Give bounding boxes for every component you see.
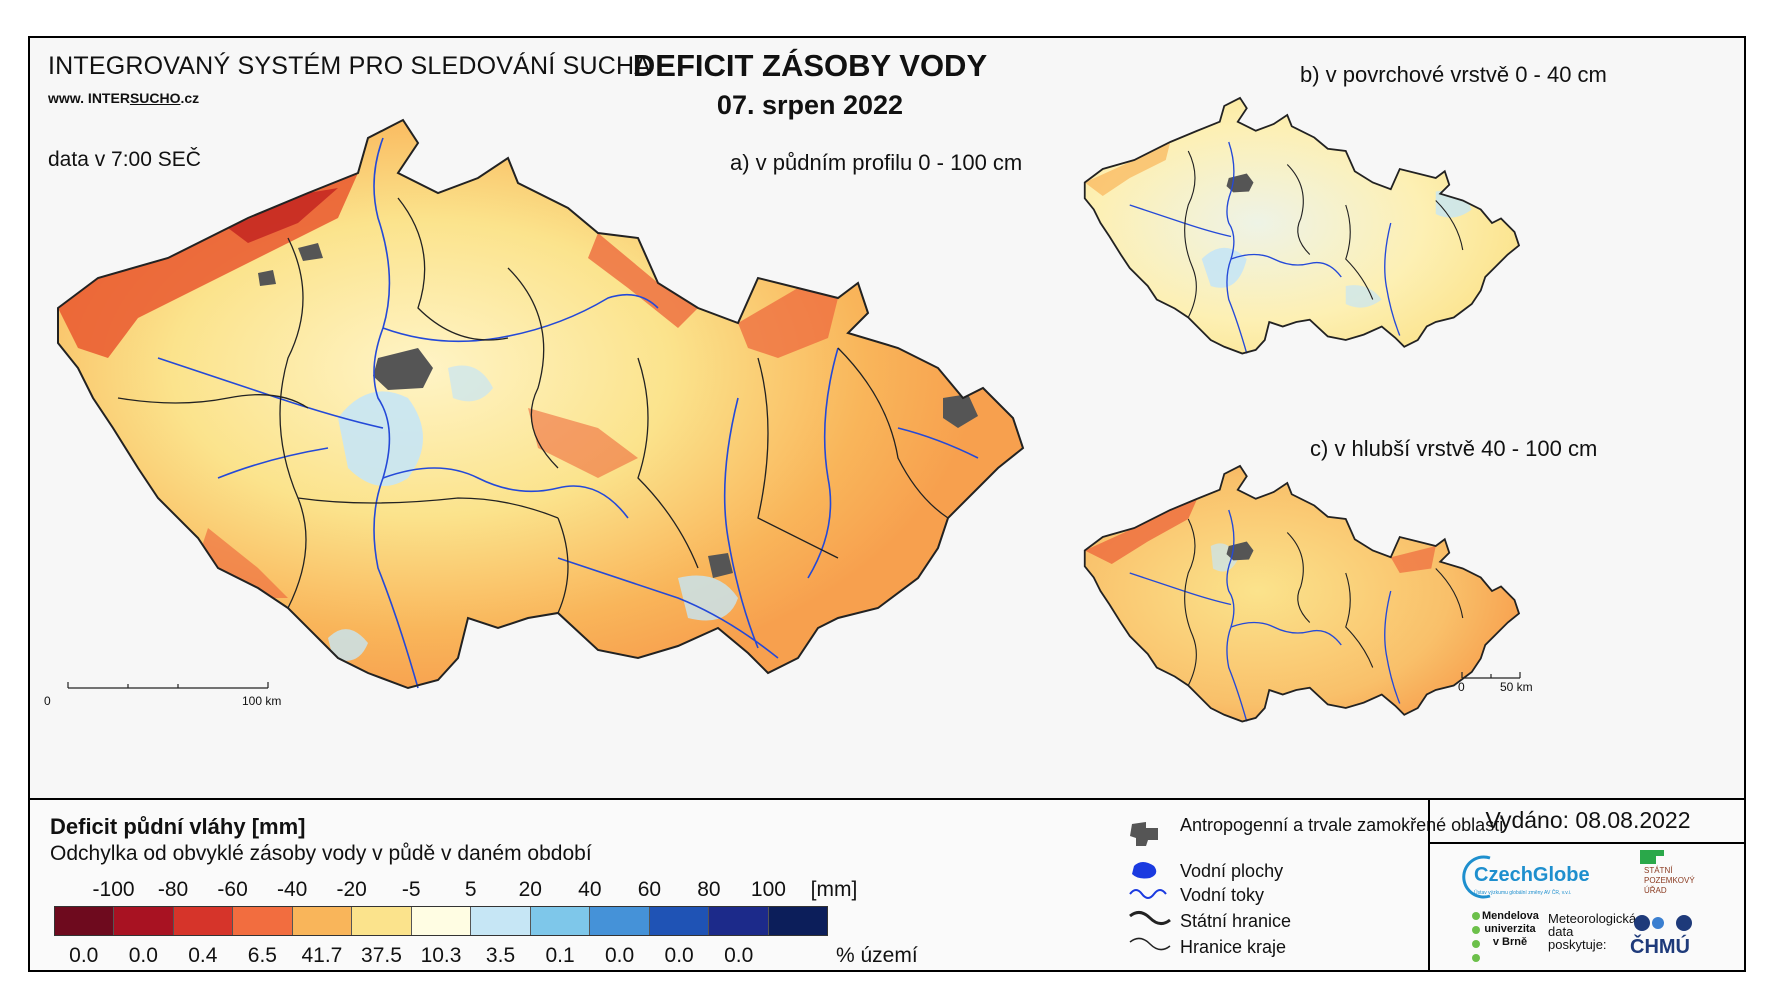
legend-subtitle: Odchylka od obvyklé zásoby vody v půdě v… [50,842,592,865]
legend-tick-label: -40 [276,878,308,901]
mendel-logo: Mendelova univerzita v Brně [1470,910,1540,970]
state-border-symbol [1129,911,1171,925]
colorbar-bin [292,907,353,935]
legend-percentage: 0.0 [128,944,158,967]
website: www. INTERSUCHO.cz [48,90,200,106]
small-scale-end: 50 km [1500,680,1533,694]
legend-tick-label: -80 [157,878,189,901]
colorbar-bin [590,907,650,935]
stream-symbol [1129,889,1167,899]
legend-percentages: 0.0 0.0 0.4 6.5 41.7 37.5 10.3 3.5 0.1 0.0 0.0 0.0 [54,944,954,970]
legend-divider [30,798,1744,800]
state-border-label: Státní hranice [1180,911,1292,931]
water-body-symbol [1132,862,1157,879]
water-bodies-label: Vodní plochy [1180,861,1284,881]
region-border-label: Hranice kraje [1180,937,1287,957]
legend-percentage: 41.7 [301,944,343,967]
main-scale-bar [67,682,269,689]
system-name: INTEGROVANÝ SYSTÉM PRO SLEDOVÁNÍ SUCHA [48,52,652,80]
deep-map-subtitle: c) v hlubší vrstvě 40 - 100 cm [1310,436,1598,461]
small-scale-bar [1461,672,1521,679]
colorbar-bin [411,907,472,935]
main-map [57,119,1024,689]
colorbar-bin [649,907,710,935]
percent-unit: % území [836,944,918,967]
legend-tick-label: -60 [217,878,248,901]
legend-tick-label: -20 [336,878,367,901]
legend-percentage: 0.1 [545,944,575,967]
colorbar-bin [114,907,174,935]
surface-map-subtitle: b) v povrchové vrstvě 0 - 40 cm [1300,62,1607,87]
figure-frame: INTEGROVANÝ SYSTÉM PRO SLEDOVÁNÍ SUCHA w… [28,36,1746,972]
legend-percentage: 37.5 [361,944,402,967]
map-date: 07. srpen 2022 [716,90,904,120]
legend-tick-label: 60 [637,878,662,901]
legend-tick-label: -100 [92,878,135,901]
legend-title: Deficit půdní vláhy [mm] [50,814,306,839]
map-panel: INTEGROVANÝ SYSTÉM PRO SLEDOVÁNÍ SUCHA w… [30,38,1744,798]
map-title: DEFICIT ZÁSOBY VODY [632,48,988,83]
region-border-symbol [1129,937,1171,951]
issued-date: Vydáno: 08.08.2022 [1430,798,1746,844]
small-scale-start: 0 [1458,680,1465,694]
surface-map [1083,97,1520,355]
legend-tick-label: 5 [464,878,477,901]
colorbar-bin [530,907,591,935]
anthropogenic-label: Antropogenní a trvale zamokřené oblasti [1180,815,1504,835]
legend-tick-label: 100 [750,878,786,901]
data-provider-text: Meteorologická data poskytuje: [1548,911,1637,952]
legend-ticks: -100 -80 -60 -40 -20 -5 5 20 40 60 80 100 [mm] [54,878,954,904]
colorbar-bin [709,907,769,935]
colorbar-bin [55,907,115,935]
colorbar-bin [768,907,828,935]
streams-label: Vodní toky [1180,885,1265,905]
colorbar-bin [471,907,531,935]
legend-tick-label: 20 [518,878,542,901]
deep-map [1083,464,1520,723]
main-map-subtitle: a) v půdním profilu 0 - 100 cm [730,150,1023,175]
colorbar-bin [352,907,412,935]
legend-percentage: 0.0 [69,944,99,967]
legend-percentage: 6.5 [247,944,277,967]
colorbar-bin [233,907,293,935]
legend-percentage: 0.0 [605,944,635,967]
legend-percentage: 3.5 [485,944,516,967]
main-scale-start: 0 [44,694,51,708]
legend-percentage: 10.3 [420,944,462,967]
legend-unit: [mm] [810,878,858,901]
spu-logo: STÁTNÍ POZEMKOVÝ ÚŘAD [1640,850,1710,910]
legend-colorbar [54,906,828,936]
legend-tick-label: 80 [697,878,721,901]
colorbar-bin [173,907,234,935]
czechglobe-logo: CzechGlobe Ústav výzkumu globální změny … [1460,852,1610,902]
main-scale-end: 100 km [242,694,282,708]
chmu-logo: ČHMÚ [1630,912,1720,966]
legend-tick-label: 40 [578,878,602,901]
data-time: data v 7:00 SEČ [48,148,201,171]
legend-tick-label: -5 [401,878,421,901]
info-box: Vydáno: 08.08.2022 CzechGlobe Ústav výzk… [1428,798,1746,972]
legend-percentage: 0.0 [724,944,754,967]
legend-percentage: 0.4 [188,944,218,967]
anthropogenic-symbol [1130,822,1158,846]
legend-percentage: 0.0 [664,944,694,967]
